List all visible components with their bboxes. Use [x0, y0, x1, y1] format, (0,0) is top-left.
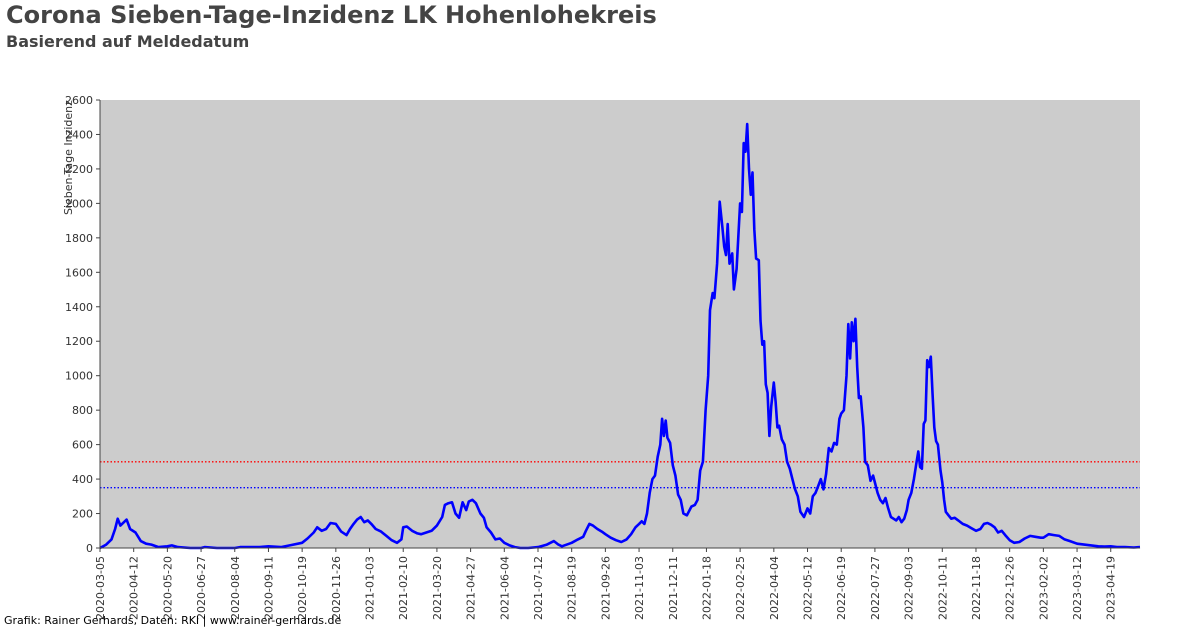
x-tick-label: 2022-06-19: [835, 556, 848, 620]
y-tick-label: 1400: [65, 301, 93, 314]
y-tick-label: 2400: [65, 128, 93, 141]
y-tick-label: 1000: [65, 370, 93, 383]
x-tick-label: 2020-10-19: [296, 556, 309, 620]
y-tick-label: 400: [72, 473, 93, 486]
y-tick-label: 2200: [65, 163, 93, 176]
chart-subtitle: Basierend auf Meldedatum: [6, 32, 250, 51]
x-tick-label: 2022-02-25: [734, 556, 747, 620]
x-tick-label: 2023-02-02: [1037, 556, 1050, 620]
x-tick-label: 2022-01-18: [700, 556, 713, 620]
x-tick-label: 2020-08-04: [229, 556, 242, 620]
x-tick-label: 2021-04-27: [465, 556, 478, 620]
y-tick-label: 1800: [65, 232, 93, 245]
x-tick-label: 2020-06-27: [195, 556, 208, 620]
y-tick-label: 2600: [65, 94, 93, 107]
x-tick-label: 2023-04-19: [1105, 556, 1118, 620]
x-tick-label: 2022-07-27: [869, 556, 882, 620]
y-tick-label: 2000: [65, 197, 93, 210]
x-tick-label: 2020-05-20: [161, 556, 174, 620]
y-tick-label: 800: [72, 404, 93, 417]
y-tick-label: 1600: [65, 266, 93, 279]
y-tick-label: 0: [86, 542, 93, 555]
x-tick-label: 2022-09-03: [903, 556, 916, 620]
x-tick-label: 2022-05-12: [802, 556, 815, 620]
x-tick-label: 2021-02-10: [397, 556, 410, 620]
x-tick-label: 2021-08-19: [566, 556, 579, 620]
x-tick-label: 2023-03-12: [1071, 556, 1084, 620]
x-tick-label: 2022-04-04: [768, 556, 781, 620]
x-tick-label: 2021-11-03: [633, 556, 646, 620]
y-tick-label: 1200: [65, 335, 93, 348]
x-tick-label: 2022-10-11: [936, 556, 949, 620]
y-ticks: 0 200 400 600 800 1000 1200 1400 1600 1800 2000 220…: [65, 94, 100, 555]
x-tick-label: 2022-12-26: [1004, 556, 1017, 620]
series-layer: [99, 122, 1141, 550]
x-tick-label: 2020-04-12: [128, 556, 141, 620]
x-tick-label: 2020-09-11: [262, 556, 275, 620]
x-tick-label: 2020-03-05: [94, 556, 107, 620]
x-ticks: 2020-03-05 2020-04-12 2020-05-20 2020-06-27…: [94, 548, 1118, 620]
axes: [99, 100, 1140, 549]
x-tick-label: 2022-11-18: [970, 556, 983, 620]
x-tick-label: 2021-03-20: [431, 556, 444, 620]
plot-area: [100, 100, 1140, 548]
x-tick-label: 2021-09-26: [599, 556, 612, 620]
x-tick-label: 2021-12-11: [667, 556, 680, 620]
x-tick-label: 2021-01-03: [364, 556, 377, 620]
series-line-0: [99, 122, 1141, 550]
x-tick-label: 2020-11-26: [330, 556, 343, 620]
x-tick-label: 2021-06-04: [498, 556, 511, 620]
y-axis-label: Sieben-Tage Inzidenz: [62, 100, 75, 215]
x-tick-label: 2021-07-12: [532, 556, 545, 620]
y-tick-label: 200: [72, 508, 93, 521]
chart-title: Corona Sieben-Tage-Inzidenz LK Hohenlohe…: [6, 1, 657, 29]
y-tick-label: 600: [72, 439, 93, 452]
footer-credit: Grafik: Rainer Gerhards, Daten: RKI | ww…: [4, 614, 342, 627]
